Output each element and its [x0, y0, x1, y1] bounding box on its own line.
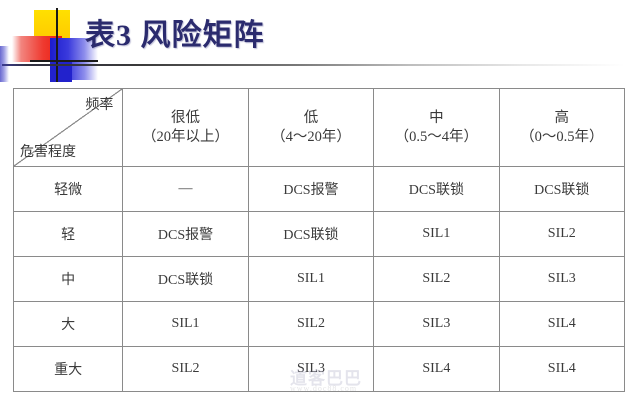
page-title: 表3 风险矩阵	[85, 19, 265, 52]
table-row: 大 SIL1 SIL2 SIL3 SIL4	[12, 301, 626, 347]
diagonal-divider-icon	[14, 89, 122, 166]
row-header-severity: 大	[12, 301, 124, 347]
column-header-medium: 中 （0.5～4年）	[373, 88, 500, 167]
corner-header-cell: 频率 危害程度	[12, 88, 124, 167]
logo-horizontal-bar	[30, 60, 98, 62]
column-header-range: （4～20年）	[271, 128, 351, 145]
column-header-name: 中	[429, 110, 444, 127]
matrix-cell: DCS联锁	[498, 166, 626, 212]
matrix-cell: DCS联锁	[122, 256, 249, 302]
corner-frequency-label: 频率	[85, 98, 114, 113]
slide-header: 表3 风险矩阵	[0, 0, 640, 84]
row-header-severity: 轻	[12, 211, 124, 257]
column-header-high: 高 （0～0.5年）	[498, 88, 626, 167]
column-header-range: （0～0.5年）	[520, 128, 604, 145]
matrix-cell: SIL2	[498, 211, 626, 257]
column-header-range: （20年以上）	[142, 128, 230, 145]
matrix-cell: SIL3	[373, 301, 500, 347]
matrix-cell: SIL3	[498, 256, 626, 302]
row-header-severity: 重大	[12, 346, 124, 392]
matrix-cell: SIL3	[247, 346, 375, 392]
matrix-cell: SIL4	[373, 346, 500, 392]
matrix-cell: SIL1	[373, 211, 500, 257]
matrix-cell: SIL4	[498, 301, 626, 347]
corner-severity-label: 危害程度	[20, 145, 76, 160]
column-header-name: 很低	[171, 110, 201, 127]
matrix-cell: SIL4	[498, 346, 626, 392]
table-row: 轻 DCS报警 DCS联锁 SIL1 SIL2	[12, 211, 626, 257]
matrix-cell: DCS报警	[122, 211, 249, 257]
matrix-cell: DCS联锁	[373, 166, 500, 212]
matrix-cell: SIL1	[247, 256, 375, 302]
matrix-cell: DCS报警	[247, 166, 375, 212]
row-header-severity: 中	[12, 256, 124, 302]
matrix-cell: —	[122, 166, 249, 212]
matrix-cell: SIL1	[122, 301, 249, 347]
logo-vertical-bar	[56, 8, 58, 82]
title-rule	[2, 64, 638, 66]
decorative-logo	[12, 8, 98, 82]
column-header-name: 低	[303, 110, 319, 127]
column-header-very-low: 很低 （20年以上）	[122, 88, 249, 167]
risk-matrix-table: 频率 危害程度 很低 （20年以上） 低 （4～20年） 中 （0.5～4年） …	[12, 88, 626, 392]
matrix-cell: SIL2	[247, 301, 375, 347]
matrix-cell: DCS联锁	[247, 211, 375, 257]
matrix-cell: SIL2	[122, 346, 249, 392]
table-row: 中 DCS联锁 SIL1 SIL2 SIL3	[12, 256, 626, 302]
column-header-range: （0.5～4年）	[394, 128, 479, 145]
table-row: 重大 SIL2 SIL3 SIL4 SIL4	[12, 346, 626, 392]
matrix-cell: SIL2	[373, 256, 500, 302]
column-header-name: 高	[554, 110, 570, 127]
table-row: 轻微 — DCS报警 DCS联锁 DCS联锁	[12, 166, 626, 212]
row-header-severity: 轻微	[12, 166, 124, 212]
column-header-low: 低 （4～20年）	[247, 88, 375, 167]
table-header-row: 频率 危害程度 很低 （20年以上） 低 （4～20年） 中 （0.5～4年） …	[12, 88, 626, 167]
